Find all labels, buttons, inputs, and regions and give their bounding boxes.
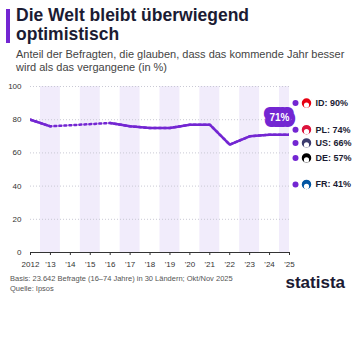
svg-text:'14: '14 <box>65 260 76 269</box>
svg-text:40: 40 <box>13 182 22 191</box>
svg-text:'25: '25 <box>284 260 295 269</box>
svg-text:2012: 2012 <box>22 260 40 269</box>
svg-text:71%: 71% <box>269 112 289 123</box>
svg-text:'16: '16 <box>105 260 116 269</box>
html-text:Basis: 23.642 Befragte (16–74: Basis: 23.642 Befragte (16–74 Jahre) in … <box>10 274 233 283</box>
svg-text:20: 20 <box>13 215 22 224</box>
svg-text:'21: '21 <box>205 260 216 269</box>
svg-text:60: 60 <box>13 148 22 157</box>
svg-text:'20: '20 <box>185 260 196 269</box>
html-text:Quelle: Ipsos: Quelle: Ipsos <box>10 284 54 293</box>
svg-text:PL: 74%: PL: 74% <box>316 125 351 135</box>
svg-text:'13: '13 <box>45 260 56 269</box>
svg-text:DE: 57%: DE: 57% <box>316 153 352 163</box>
svg-text:'19: '19 <box>165 260 176 269</box>
html-text:Anteil der Befragten, die glau: Anteil der Befragten, die glauben, dass … <box>16 48 345 73</box>
svg-text:FR: 41%: FR: 41% <box>316 179 352 189</box>
svg-text:US: 66%: US: 66% <box>316 138 352 148</box>
svg-text:'15: '15 <box>85 260 96 269</box>
svg-text:'17: '17 <box>125 260 136 269</box>
html-text:statista: statista <box>285 273 345 292</box>
svg-text:'23: '23 <box>244 260 255 269</box>
svg-text:'18: '18 <box>145 260 156 269</box>
svg-text:80: 80 <box>13 115 22 124</box>
svg-text:0: 0 <box>17 248 22 257</box>
svg-text:'22: '22 <box>225 260 236 269</box>
svg-text:100: 100 <box>8 82 22 91</box>
svg-text:ID: 90%: ID: 90% <box>316 98 349 108</box>
html-text:Die Welt bleibt überwiegend op: Die Welt bleibt überwiegend optimistisch <box>16 5 249 44</box>
svg-text:'24: '24 <box>264 260 275 269</box>
